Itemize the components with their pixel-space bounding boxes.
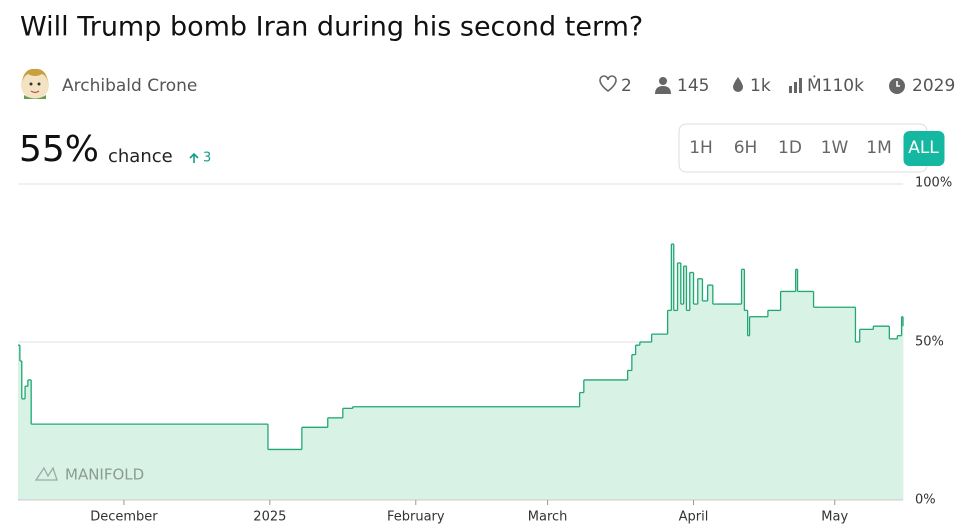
area-step (677, 263, 682, 500)
x-tick-label: April (679, 510, 709, 525)
area-step (873, 326, 890, 500)
range-button[interactable]: 6H (734, 138, 758, 158)
author-name[interactable]: Archibald Crone (62, 76, 197, 96)
area-step (267, 449, 303, 500)
watermark-icon (34, 466, 58, 481)
area-step (702, 300, 709, 500)
area-step (31, 424, 269, 500)
area-step (851, 307, 856, 500)
area-step (741, 269, 745, 500)
area-step (651, 334, 669, 500)
y-tick-label: 0% (915, 493, 936, 508)
probability-change: 3 (203, 151, 211, 166)
x-tick-label: May (821, 510, 848, 525)
area-step (747, 335, 750, 500)
x-tick-label: 2025 (253, 510, 286, 525)
area-step (301, 427, 329, 500)
area-step (749, 316, 765, 500)
volume-icon (789, 78, 802, 93)
area-step (21, 398, 26, 500)
area-step (683, 266, 687, 500)
area-step (686, 310, 691, 500)
area-step (859, 329, 874, 500)
range-button[interactable]: ALL (908, 138, 939, 158)
close-date-icon (889, 78, 905, 94)
area-step (671, 244, 675, 500)
area-step (855, 342, 861, 500)
area-step (744, 310, 749, 500)
area-step (763, 316, 769, 500)
area-step (717, 304, 742, 500)
area-step (667, 310, 672, 500)
area-step (697, 278, 703, 500)
area-step (707, 285, 714, 500)
area-step (797, 291, 808, 500)
y-tick-label: 100% (915, 176, 952, 191)
area-step (327, 417, 344, 500)
area-step (680, 304, 685, 500)
area-step (627, 370, 633, 500)
liquidity-icon (733, 77, 743, 92)
range-button[interactable]: 1M (866, 138, 891, 158)
range-button[interactable]: 1W (821, 138, 849, 158)
chance-label: chance (108, 146, 173, 167)
area-step (25, 386, 29, 500)
area-step (889, 338, 898, 500)
area-step (342, 408, 354, 500)
watermark: MANIFOLD (65, 466, 144, 484)
like-icon (599, 75, 617, 93)
x-tick-label: February (387, 510, 445, 525)
watermark-logo (34, 466, 58, 481)
area-step (795, 269, 798, 500)
area-step (767, 310, 782, 500)
range-button[interactable]: 1D (778, 138, 802, 158)
area-step (897, 335, 902, 500)
traders: 145 (677, 76, 709, 96)
area-step (901, 316, 904, 500)
change-arrow (189, 152, 199, 163)
area-step (635, 345, 641, 500)
likes: 2 (621, 76, 632, 96)
area-step (18, 345, 21, 500)
area-step (813, 307, 821, 500)
market-title: Will Trump bomb Iran during his second t… (20, 12, 643, 43)
area-step (819, 307, 853, 500)
close-date: 2029 (912, 76, 955, 96)
area-step (579, 392, 585, 500)
area-step (583, 379, 629, 500)
area-step (807, 291, 814, 500)
area-step (784, 291, 797, 500)
x-tick-label: December (90, 510, 158, 525)
area-step (352, 406, 580, 500)
range-button[interactable]: 1H (689, 138, 713, 158)
area-step (689, 272, 694, 500)
area-step (631, 354, 637, 500)
range-button-active[interactable] (903, 131, 945, 166)
liquidity: 1k (750, 76, 771, 96)
area-step (673, 310, 678, 500)
volume: Ṁ110k (807, 75, 864, 96)
x-tick-label: March (528, 510, 568, 525)
area-step (639, 342, 653, 500)
area-step (19, 360, 23, 500)
avatar (21, 68, 49, 99)
area-step (27, 379, 32, 500)
area-step (780, 291, 785, 500)
y-tick-label: 50% (915, 335, 944, 350)
area-step (693, 304, 699, 500)
traders-icon (655, 77, 671, 94)
probability: 55% (19, 129, 99, 170)
area-step (712, 304, 718, 500)
